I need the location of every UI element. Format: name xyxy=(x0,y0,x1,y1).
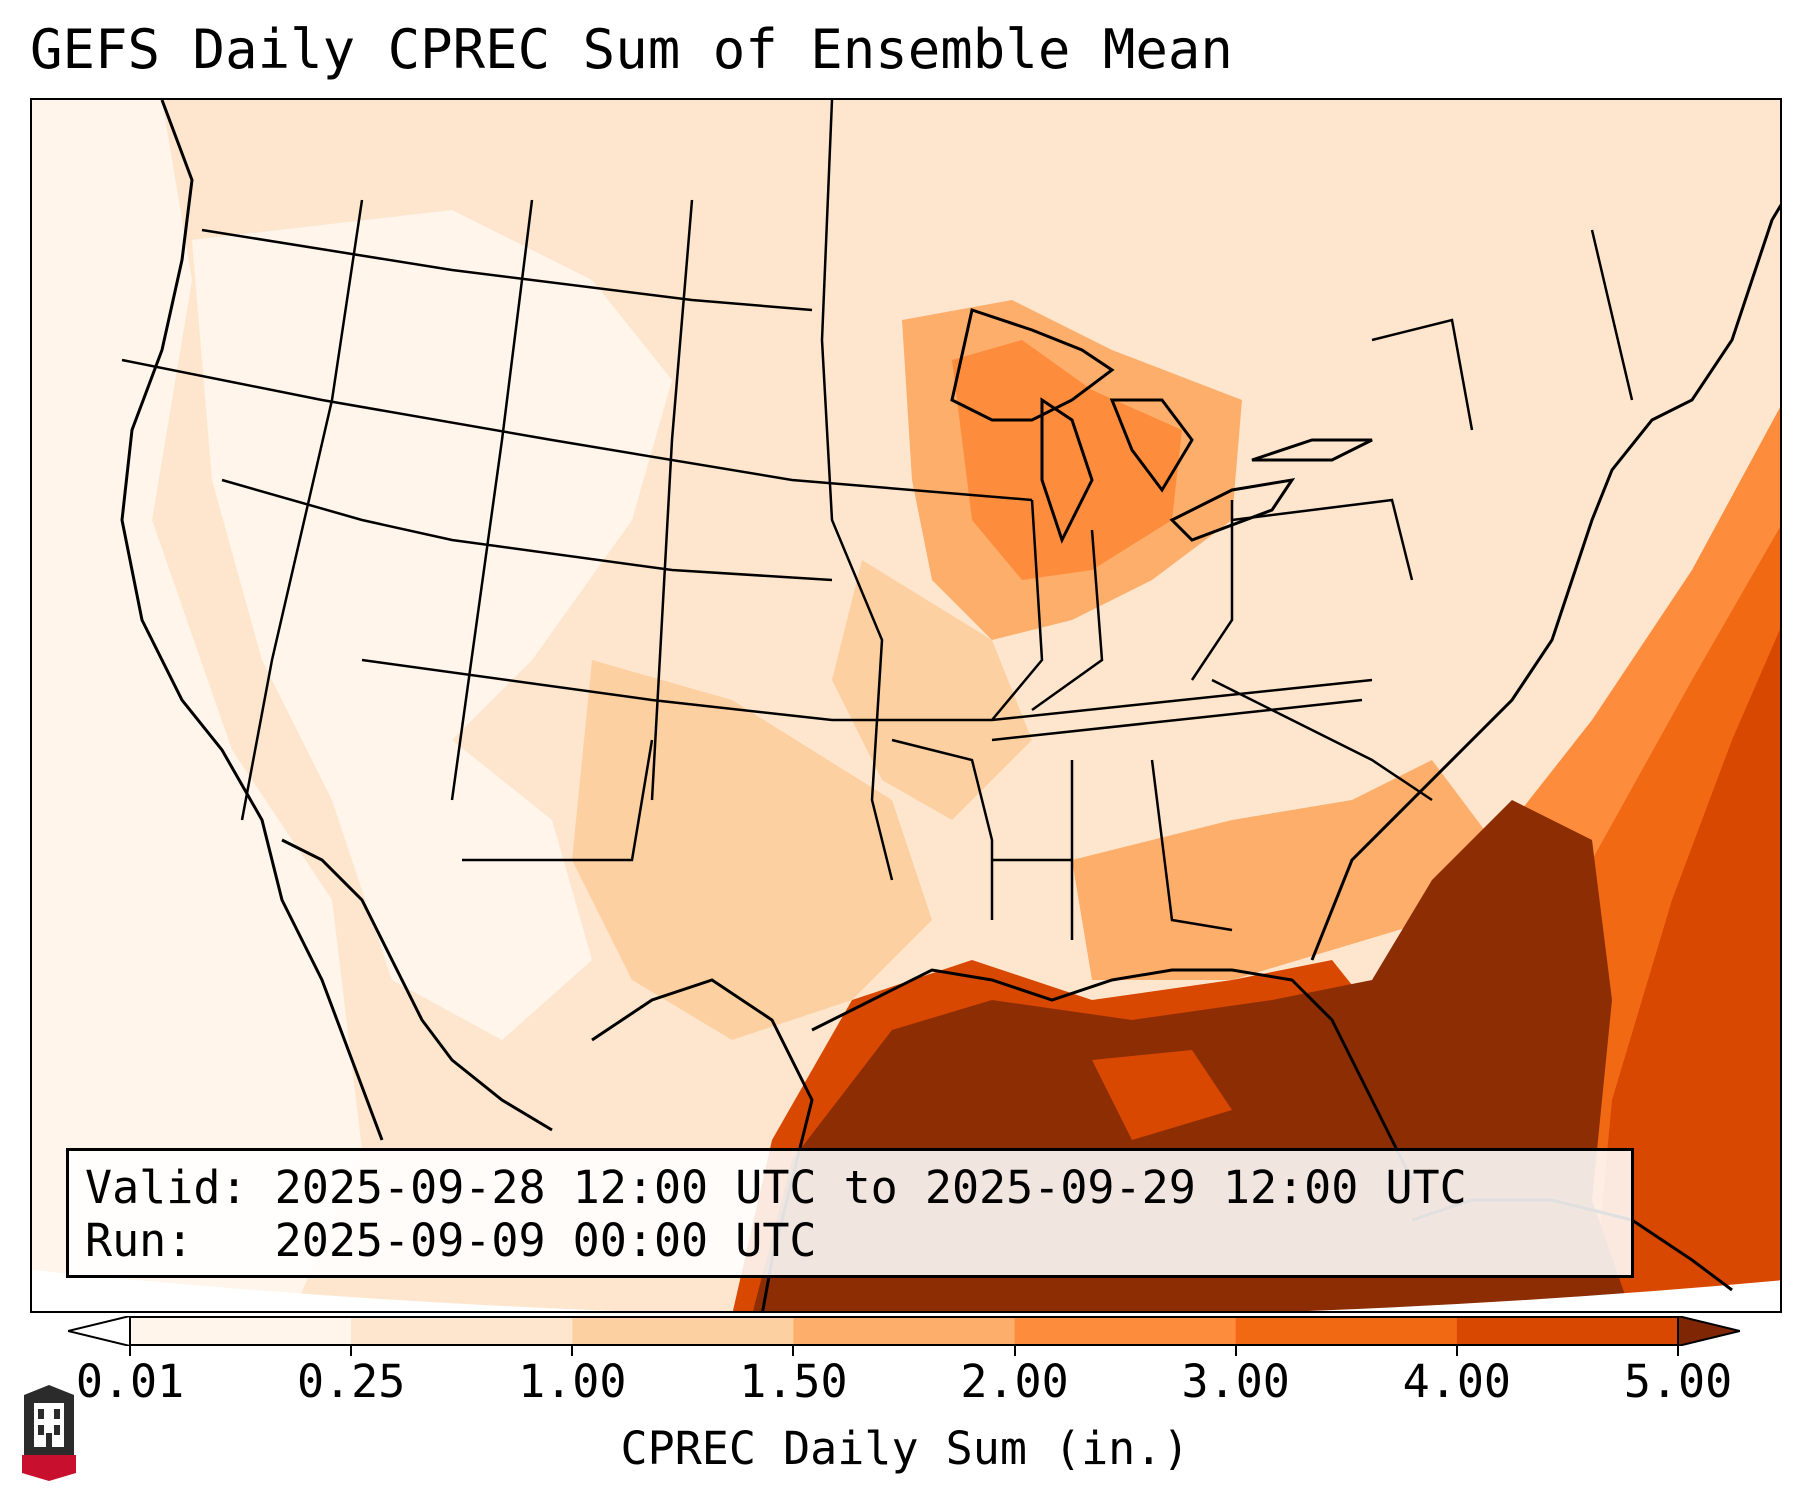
run-label: Run: xyxy=(85,1214,194,1267)
precip-field-midwest-core xyxy=(952,340,1182,580)
precip-field-atlantic-heavy xyxy=(1592,629,1780,1311)
niu-logo-icon xyxy=(22,1385,76,1481)
colorbar-over-arrow xyxy=(1677,1316,1740,1346)
map-title: GEFS Daily CPREC Sum of Ensemble Mean xyxy=(30,18,1233,81)
precip-field-gulf-states xyxy=(1072,760,1492,980)
valid-run-info: Valid: 2025-09-28 12:00 UTC to 2025-09-2… xyxy=(66,1148,1634,1278)
precip-field-trace-interior xyxy=(192,210,672,800)
coastlines xyxy=(120,100,1780,1311)
colorbar-tick xyxy=(350,1346,353,1356)
state-borders xyxy=(121,100,1634,940)
precip-field-plains xyxy=(832,560,1032,820)
colorbar-tick xyxy=(792,1346,795,1356)
colorbar-tick-label: 2.00 xyxy=(960,1355,1069,1408)
colorbar-segment xyxy=(351,1316,573,1346)
colorbar-tick xyxy=(1455,1346,1458,1356)
great-lakes xyxy=(950,308,1373,544)
colorbar-tick xyxy=(1677,1346,1679,1356)
precip-field-trace-west xyxy=(32,100,362,1311)
colorbar-frame xyxy=(129,1316,1679,1346)
colorbar-segment xyxy=(1014,1316,1237,1346)
colorbar-tick-label: 1.50 xyxy=(739,1355,848,1408)
colorbar-tick xyxy=(129,1346,131,1356)
run-value: 2025-09-09 00:00 UTC xyxy=(274,1214,817,1267)
colorbar-segment xyxy=(793,1316,1016,1346)
projection-edge xyxy=(32,1270,1780,1311)
valid-label: Valid: xyxy=(85,1161,248,1214)
valid-value: 2025-09-28 12:00 UTC to 2025-09-29 12:00… xyxy=(274,1161,1467,1214)
colorbar-tick xyxy=(1234,1346,1237,1356)
colorbar-tick-label: 0.01 xyxy=(75,1355,185,1408)
colorbar-tick xyxy=(571,1346,574,1356)
colorbar-under-arrow xyxy=(68,1316,131,1346)
colorbar-tick-label: 5.00 xyxy=(1623,1355,1733,1408)
precip-map-svg xyxy=(32,100,1780,1311)
colorbar-tick-label: 1.00 xyxy=(518,1355,627,1408)
colorbar-tick-label: 4.00 xyxy=(1402,1355,1512,1408)
precip-field-gulf-patch xyxy=(1092,1050,1232,1140)
colorbar-segment xyxy=(572,1316,794,1346)
colorbar-segment xyxy=(130,1316,352,1346)
colorbar-tick-label: 3.00 xyxy=(1181,1355,1290,1408)
precip-field-trace-southwest xyxy=(332,740,592,1040)
colorbar-segment xyxy=(1235,1316,1458,1346)
colorbar-tick xyxy=(1013,1346,1016,1356)
colorbar-title: CPREC Daily Sum (in.) xyxy=(620,1422,1190,1475)
colorbar-segment xyxy=(1456,1316,1679,1346)
precip-field-texas xyxy=(572,660,932,1040)
colorbar-tick-label: 0.25 xyxy=(296,1355,406,1408)
colorbar xyxy=(68,1316,1740,1346)
precip-map xyxy=(30,98,1782,1313)
